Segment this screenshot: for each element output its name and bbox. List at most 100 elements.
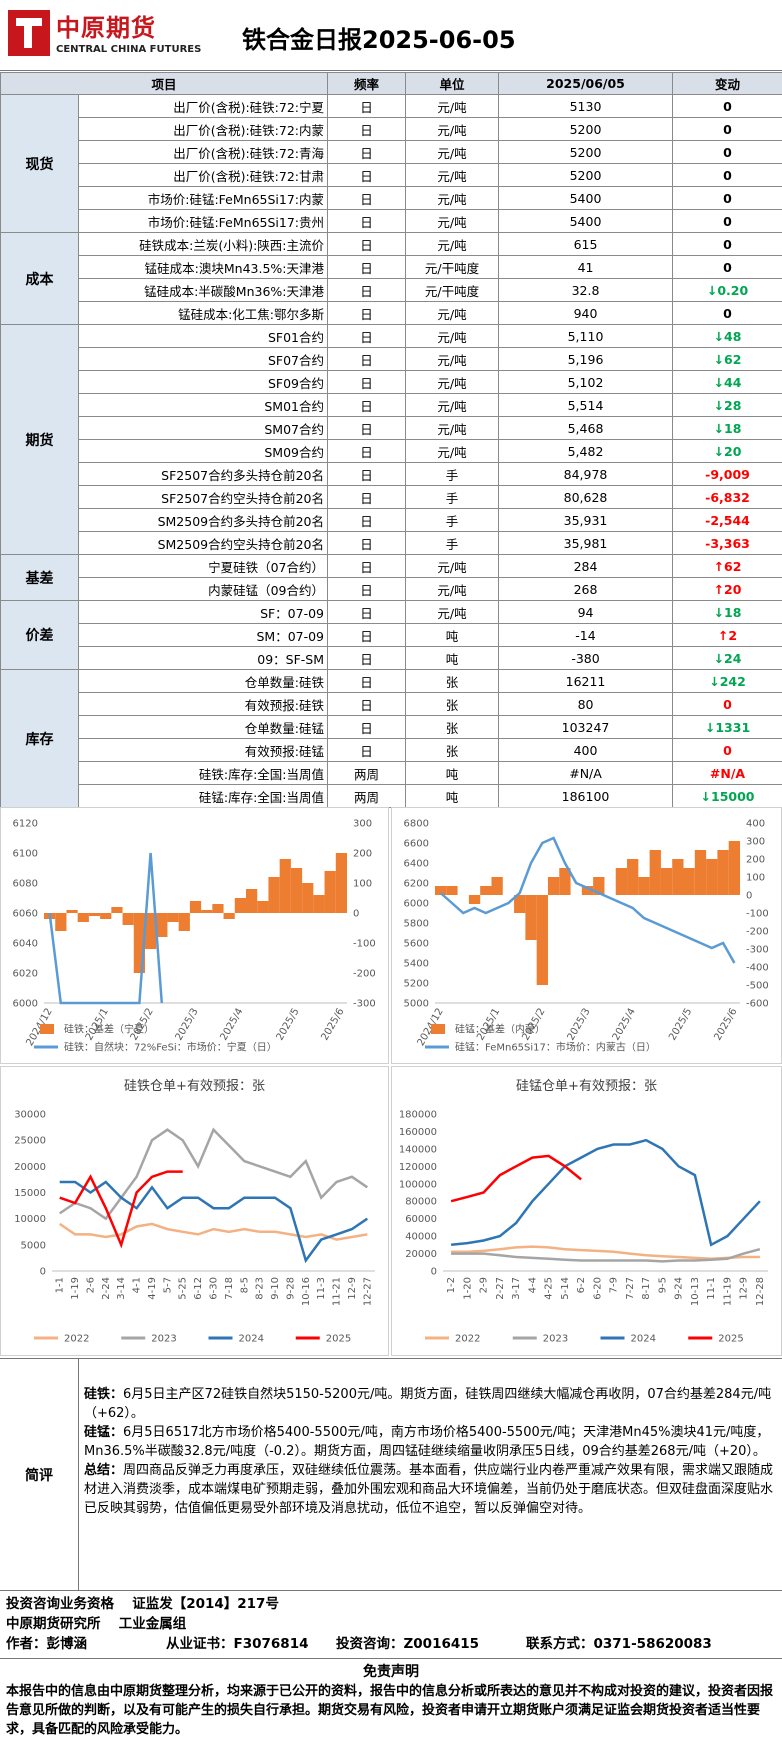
change: ↓48 <box>672 324 782 348</box>
bar <box>156 913 168 937</box>
group-label: 现货 <box>0 94 79 233</box>
bar <box>491 877 503 895</box>
y-tick-label: 6800 <box>404 819 429 830</box>
x-tick-label: 7-27 <box>625 1277 636 1300</box>
y2-tick-label: 100 <box>353 879 372 890</box>
change: 0 <box>672 94 782 118</box>
legend-label: 2024 <box>239 1334 264 1345</box>
bar <box>672 859 684 895</box>
value: 84,978 <box>498 462 674 486</box>
bar <box>627 859 639 895</box>
disclaimer-text: 本报告中的信息由中原期货整理分析，均来源于已公开的资料，报告中的信息分析或所表达… <box>6 1684 774 1737</box>
frequency: 日 <box>327 255 407 279</box>
x-tick-label: 3-17 <box>511 1277 522 1300</box>
bar <box>581 886 594 895</box>
unit: 手 <box>405 462 500 486</box>
item: SF：07-09 <box>77 600 329 624</box>
comment-lead: 总结： <box>84 1463 124 1478</box>
unit: 元/吨 <box>405 577 500 601</box>
bar <box>649 850 661 895</box>
legend-swatch <box>431 1024 445 1034</box>
y-tick-label: 5000 <box>404 999 429 1010</box>
change: ↓28 <box>672 393 782 417</box>
logo-cn: 中原期货 <box>56 14 156 42</box>
legend-label: 2023 <box>151 1334 176 1345</box>
value: 16211 <box>498 669 674 693</box>
comment-paragraph: 硅铁：6月5日主产区72硅铁自然块5150-5200元/吨。期货方面，硅铁周四继… <box>84 1385 776 1423</box>
table-row: 价差 SF：07-09 日元/吨 94 ↓18 <box>0 600 782 670</box>
y2-tick-label: -600 <box>746 999 769 1010</box>
item: 09：SF-SM <box>77 646 329 670</box>
bar <box>268 877 280 913</box>
change: 0 <box>672 163 782 187</box>
item: SM09合约 <box>77 439 329 463</box>
bar <box>212 904 224 913</box>
bar <box>88 913 101 916</box>
column-header: 单位 <box>405 72 500 95</box>
change: 0 <box>672 140 782 164</box>
value: 5,482 <box>498 439 674 463</box>
frequency: 日 <box>327 232 407 256</box>
table-row: 有效预报:硅铁日张 80 0 <box>1 692 782 716</box>
table-row: SM07合约日元/吨 5,468 ↓18 <box>1 416 782 440</box>
frequency: 日 <box>327 715 407 739</box>
unit: 元/吨 <box>405 94 500 118</box>
unit: 元/干吨度 <box>405 278 500 302</box>
title: 铁合金日报2025-06-05 <box>242 26 516 54</box>
y2-tick-label: -100 <box>746 909 769 920</box>
unit: 元/吨 <box>405 370 500 394</box>
unit: 元/吨 <box>405 393 500 417</box>
bar <box>313 895 325 913</box>
table-row: 出厂价(含税):硅铁:72:甘肃日元/吨 5200 0 <box>1 163 782 187</box>
x-tick-label: 6-12 <box>193 1277 204 1300</box>
bar <box>279 859 291 913</box>
frequency: 日 <box>327 462 407 486</box>
item: 宁夏硅铁（07合约） <box>77 554 329 578</box>
table-row: SM01合约日元/吨 5,514 ↓28 <box>1 393 782 417</box>
unit: 元/吨 <box>405 163 500 187</box>
series-line <box>450 1138 761 1247</box>
y2-tick-label: -500 <box>746 981 769 992</box>
bar <box>559 868 571 895</box>
item: 出厂价(含税):硅铁:72:宁夏 <box>77 94 329 118</box>
comment-text: 6月5日6517北方市场价格5400-5500元/吨，南方市场价格5400-55… <box>84 1425 770 1459</box>
group-label: 基差 <box>0 554 79 601</box>
change: 0 <box>672 301 782 325</box>
y-tick-label: 6000 <box>404 899 429 910</box>
header: 中原期货 CENTRAL CHINA FUTURES 铁合金日报2025-06-… <box>0 0 782 71</box>
value: 80,628 <box>498 485 674 509</box>
frequency: 日 <box>327 416 407 440</box>
change: ↓24 <box>672 646 782 670</box>
table-row: 有效预报:硅锰日张 400 0 <box>1 738 782 762</box>
change: ↓18 <box>672 416 782 440</box>
item: 锰硅成本:化工焦:鄂尔多斯 <box>77 301 329 325</box>
table-row: SM：07-09 日吨 -14 ↑2 <box>1 623 782 647</box>
x-tick-label: 12-27 <box>362 1277 373 1306</box>
group-label: 期货 <box>0 324 79 555</box>
frequency: 日 <box>327 186 407 210</box>
bar <box>694 850 707 895</box>
series-line <box>450 1154 582 1203</box>
unit: 吨 <box>405 646 500 670</box>
value: 41 <box>498 255 674 279</box>
value: 615 <box>498 232 674 256</box>
chart-frame <box>0 807 389 1064</box>
x-tick-label: 9-24 <box>674 1277 685 1300</box>
table-row: 基差 宁夏硅铁（07合约）日元/吨 284 ↑62 <box>0 554 782 601</box>
value: 5,196 <box>498 347 674 371</box>
item: 仓单数量:硅铁 <box>77 669 329 693</box>
frequency: 日 <box>327 370 407 394</box>
bar <box>514 895 526 913</box>
item: 出厂价(含税):硅铁:72:甘肃 <box>77 163 329 187</box>
y2-tick-label: 0 <box>353 909 359 920</box>
frequency: 日 <box>327 508 407 532</box>
table-row: 锰硅成本:化工焦:鄂尔多斯日元/吨 940 0 <box>1 301 782 325</box>
chart-title: 硅锰仓单+有效预报：张 <box>516 1079 657 1094</box>
department: 中原期货研究所 工业金属组 <box>6 1616 187 1632</box>
y2-tick-label: -200 <box>746 927 769 938</box>
item: SM2509合约空头持仓前20名 <box>77 531 329 555</box>
bar <box>234 898 246 913</box>
unit: 吨 <box>405 784 500 808</box>
frequency: 日 <box>327 439 407 463</box>
